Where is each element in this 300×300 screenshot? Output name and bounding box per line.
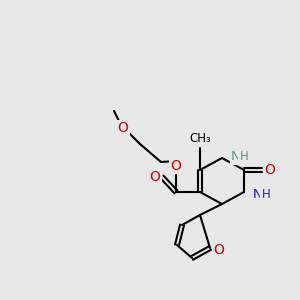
Text: O: O (214, 243, 224, 257)
Text: N: N (231, 151, 241, 164)
Text: H: H (240, 151, 248, 164)
Text: N: N (253, 188, 263, 200)
Text: O: O (150, 170, 160, 184)
Text: O: O (118, 121, 128, 135)
Text: O: O (171, 159, 182, 173)
Text: CH₃: CH₃ (189, 131, 211, 145)
Text: H: H (262, 188, 270, 200)
Text: O: O (265, 163, 275, 177)
